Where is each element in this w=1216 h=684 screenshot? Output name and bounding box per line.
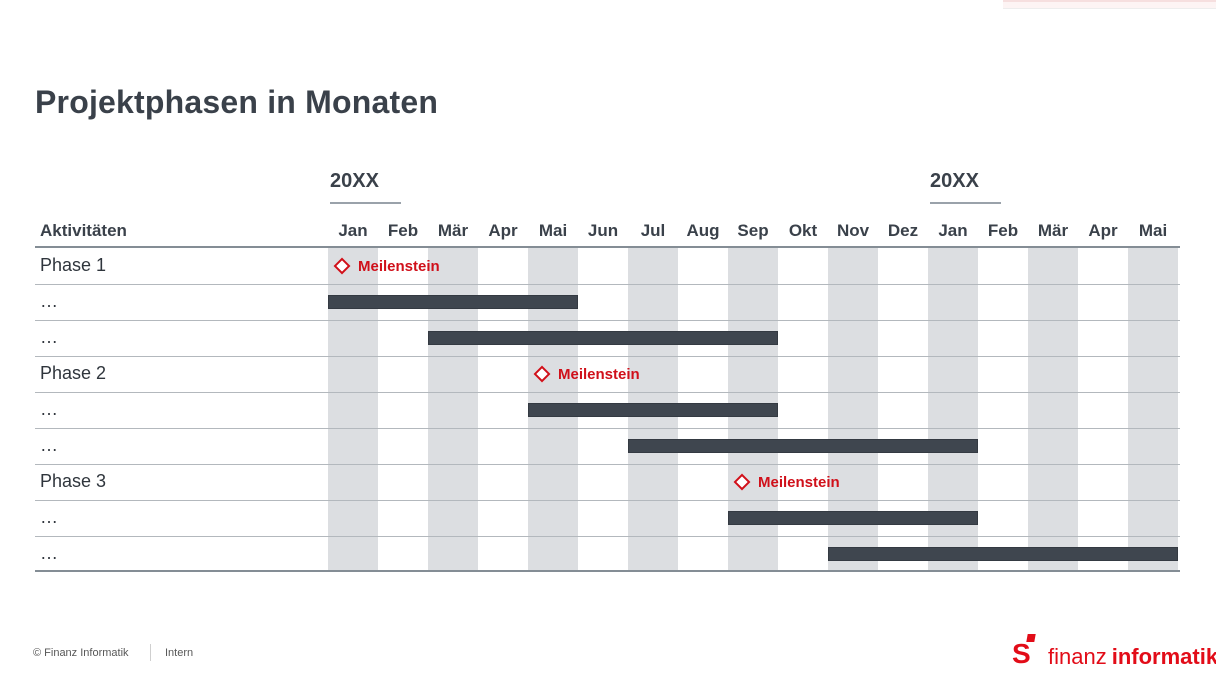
- gantt-bar: [328, 295, 578, 309]
- sparkasse-s-letter: S: [1012, 638, 1031, 669]
- month-header-2: Mär: [437, 221, 469, 240]
- month-header-16: Mai: [1138, 221, 1168, 240]
- phase-row-label: Phase 2: [40, 363, 107, 383]
- month-header-4: Mai: [538, 221, 568, 240]
- year-label-1: 20XX: [930, 170, 979, 192]
- footer-classification: Intern: [165, 647, 194, 659]
- year-underline-1: [930, 202, 1001, 204]
- month-header-8: Sep: [737, 221, 769, 240]
- row-separator-line: [35, 500, 1180, 501]
- gantt-bar: [828, 547, 1178, 561]
- milestone-label: Meilenstein: [358, 258, 440, 275]
- month-header-14: Mär: [1037, 221, 1069, 240]
- milestone-label: Meilenstein: [558, 366, 640, 383]
- gantt-bar: [428, 331, 778, 345]
- activity-row-label: …: [40, 543, 58, 563]
- row-separator-line: [35, 464, 1180, 465]
- header-separator-line: [35, 246, 1180, 248]
- activity-row-label: …: [40, 327, 58, 347]
- activities-column-header: Aktivitäten: [40, 221, 127, 240]
- row-separator-line: [35, 356, 1180, 357]
- month-header-9: Okt: [788, 221, 818, 240]
- row-separator-line: [35, 392, 1180, 393]
- month-header-3: Apr: [488, 221, 518, 240]
- row-separator-line: [35, 284, 1180, 285]
- page-title: Projektphasen in Monaten: [35, 84, 439, 120]
- row-separator-line: [35, 320, 1180, 321]
- month-header-6: Jul: [640, 221, 666, 240]
- month-header-1: Feb: [387, 221, 419, 240]
- milestone-label: Meilenstein: [758, 474, 840, 491]
- month-header-13: Feb: [987, 221, 1019, 240]
- top-right-accent-band: [1003, 0, 1216, 9]
- month-header-5: Jun: [587, 221, 619, 240]
- month-header-7: Aug: [686, 221, 720, 240]
- month-header-11: Dez: [887, 221, 919, 240]
- row-separator-line: [35, 536, 1180, 537]
- logo-text-informatik: informatik: [1111, 644, 1216, 669]
- footer-copyright: © Finanz Informatik: [33, 647, 129, 659]
- activity-row-label: …: [40, 291, 58, 311]
- logo-text-finanz: finanz: [1048, 644, 1107, 669]
- year-label-0: 20XX: [330, 170, 379, 192]
- gantt-bar: [528, 403, 778, 417]
- gantt-bar: [628, 439, 978, 453]
- month-header-12: Jan: [938, 221, 968, 240]
- chart-bottom-line: [35, 570, 1180, 572]
- month-stripe: [1128, 248, 1178, 570]
- footer-divider: [150, 644, 151, 661]
- month-header-10: Nov: [836, 221, 870, 240]
- year-underline-0: [330, 202, 401, 204]
- phase-row-label: Phase 1: [40, 255, 107, 275]
- finanz-informatik-logo: S finanz informatik: [1012, 633, 1216, 668]
- activity-row-label: …: [40, 399, 58, 419]
- month-stripe: [1028, 248, 1078, 570]
- activity-row-label: …: [40, 435, 58, 455]
- gantt-bar: [728, 511, 978, 525]
- sparkasse-s-icon: S: [1012, 633, 1039, 668]
- activity-row-label: …: [40, 507, 58, 527]
- month-header-15: Apr: [1088, 221, 1118, 240]
- month-header-0: Jan: [338, 221, 368, 240]
- phase-row-label: Phase 3: [40, 471, 107, 491]
- row-separator-line: [35, 428, 1180, 429]
